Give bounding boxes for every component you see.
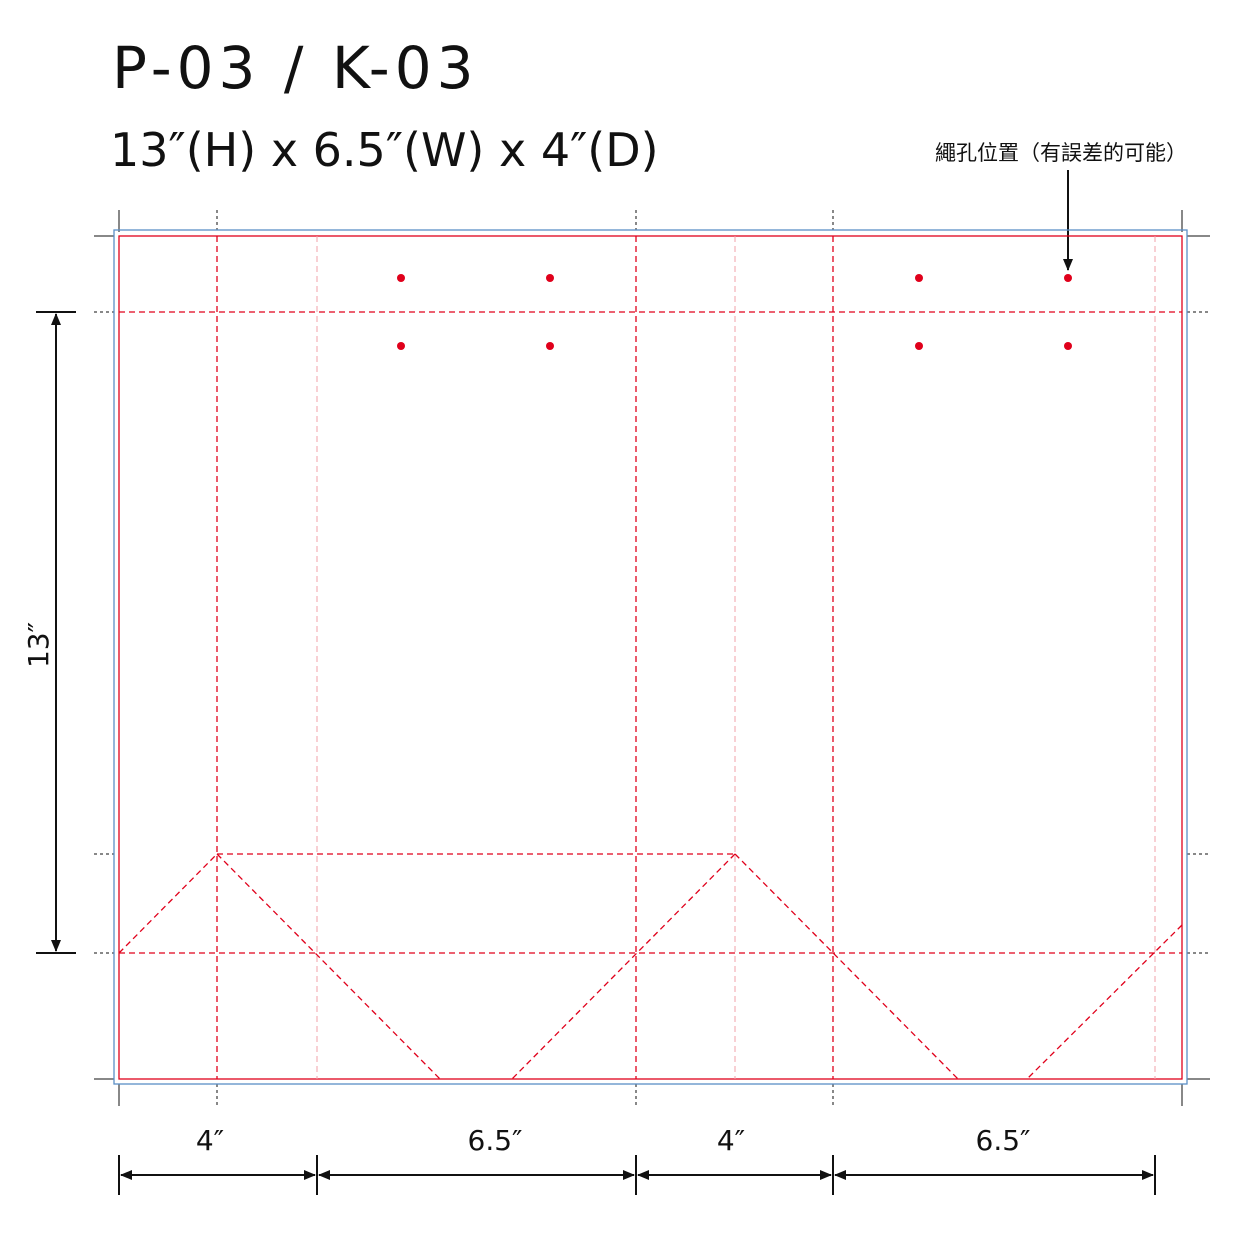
width-label: 4″ xyxy=(717,1124,745,1157)
annotation: 繩孔位置（有誤差的可能） xyxy=(935,141,1187,165)
width-label: 4″ xyxy=(196,1124,224,1157)
cut-outline xyxy=(118,235,1183,1080)
bleed-outline xyxy=(113,229,1188,1085)
width-dimensions xyxy=(118,1155,1156,1195)
subtitle: 13″(H) x 6.5″(W) x 4″(D) xyxy=(110,123,659,177)
height-dimension xyxy=(36,311,76,954)
height-label: 13″ xyxy=(22,622,55,668)
rope-holes xyxy=(397,274,1072,350)
title: P-03 / K-03 xyxy=(112,34,479,102)
width-label: 6.5″ xyxy=(976,1124,1031,1157)
crop-marks xyxy=(94,210,1210,1106)
fold-lines xyxy=(118,236,1183,1080)
width-label: 6.5″ xyxy=(468,1124,523,1157)
